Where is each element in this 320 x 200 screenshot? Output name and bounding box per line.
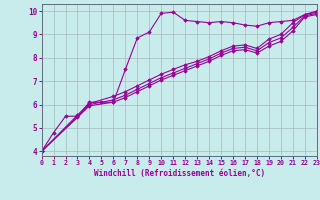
X-axis label: Windchill (Refroidissement éolien,°C): Windchill (Refroidissement éolien,°C) [94, 169, 265, 178]
